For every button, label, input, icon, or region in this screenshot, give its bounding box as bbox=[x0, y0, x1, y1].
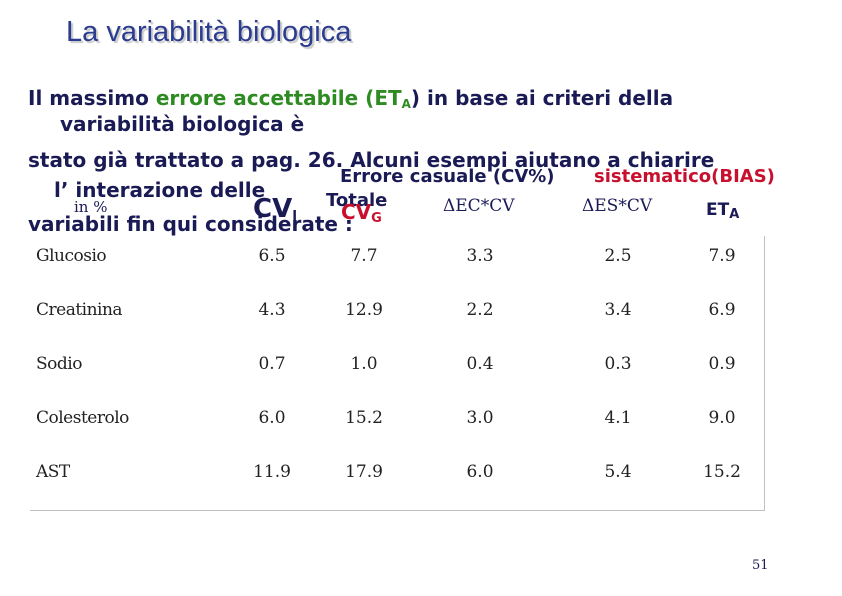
intro-line-5: variabili fin qui considerate : bbox=[28, 212, 353, 236]
cell-cvi: 6.0 bbox=[258, 408, 286, 428]
cell-delta-ec: 3.0 bbox=[466, 408, 494, 428]
cell-eta: 15.2 bbox=[703, 462, 741, 482]
header-random-error: Errore casuale (CV%) bbox=[340, 166, 555, 187]
cell-delta-ec: 6.0 bbox=[466, 462, 494, 482]
header-in-percent: in % bbox=[74, 198, 108, 216]
header-eta-label: ET bbox=[706, 200, 730, 220]
header-cvg-sub: G bbox=[371, 211, 382, 226]
header-cvi-label: CV bbox=[253, 194, 293, 224]
header-eta-sub: A bbox=[729, 207, 740, 222]
header-systematic-error: sistematico(BIAS) bbox=[594, 166, 775, 187]
cell-cvi: 6.5 bbox=[258, 246, 286, 266]
row-name: Sodio bbox=[36, 354, 82, 374]
cell-delta-es: 2.5 bbox=[604, 246, 632, 266]
table-row: Colesterolo 6.0 15.2 3.0 4.1 9.0 bbox=[30, 398, 764, 452]
cell-eta: 7.9 bbox=[708, 246, 736, 266]
row-name: Creatinina bbox=[36, 300, 123, 320]
accept-error-label: errore accettabile (ET bbox=[155, 86, 402, 110]
table-row: Glucosio 6.5 7.7 3.3 2.5 7.9 bbox=[30, 236, 764, 290]
cell-cvi: 11.9 bbox=[253, 462, 291, 482]
table-row: AST 11.9 17.9 6.0 5.4 15.2 bbox=[30, 452, 764, 506]
header-delta-ec: ΔEC*CV bbox=[443, 196, 515, 216]
cell-delta-es: 5.4 bbox=[604, 462, 632, 482]
table-row: Sodio 0.7 1.0 0.4 0.3 0.9 bbox=[30, 344, 764, 398]
intro-line-1: Il massimo errore accettabile (ETA) in b… bbox=[28, 86, 673, 111]
cell-delta-ec: 2.2 bbox=[466, 300, 494, 320]
intro-line-2: variabilità biologica è bbox=[60, 112, 305, 136]
cell-delta-es: 3.4 bbox=[604, 300, 632, 320]
cell-cvg: 12.9 bbox=[345, 300, 383, 320]
cell-cvi: 4.3 bbox=[258, 300, 286, 320]
cell-delta-es: 0.3 bbox=[604, 354, 632, 374]
header-eta: ETA bbox=[706, 200, 739, 222]
intro-line-4: l’ interazione delle bbox=[54, 178, 266, 202]
row-name: Glucosio bbox=[36, 246, 107, 266]
header-delta-es: ΔES*CV bbox=[582, 196, 653, 216]
accept-error-term: errore accettabile (ETA bbox=[155, 86, 411, 111]
cell-eta: 0.9 bbox=[708, 354, 736, 374]
header-total: Totale bbox=[326, 190, 388, 211]
table-bottom-border bbox=[30, 510, 765, 511]
header-cvi-sub: I bbox=[292, 209, 298, 224]
cell-delta-ec: 3.3 bbox=[466, 246, 494, 266]
cell-delta-es: 4.1 bbox=[604, 408, 632, 428]
row-name: Colesterolo bbox=[36, 408, 129, 428]
intro-line-1-start: Il massimo bbox=[28, 86, 156, 110]
cell-cvg: 1.0 bbox=[350, 354, 378, 374]
intro-line-3: stato già trattato a pag. 26. Alcuni ese… bbox=[28, 148, 715, 172]
table-right-border bbox=[764, 236, 765, 510]
intro-line-1-end: ) in base ai criteri della bbox=[410, 86, 674, 110]
cell-eta: 6.9 bbox=[708, 300, 736, 320]
page-number: 51 bbox=[752, 558, 769, 573]
cell-cvg: 15.2 bbox=[345, 408, 383, 428]
header-cvg-label: CV bbox=[341, 200, 372, 224]
cell-cvg: 7.7 bbox=[350, 246, 378, 266]
slide-title: La variabilità biologica bbox=[66, 16, 352, 48]
accept-error-sub: A bbox=[401, 97, 411, 111]
cell-cvi: 0.7 bbox=[258, 354, 286, 374]
table-row: Creatinina 4.3 12.9 2.2 3.4 6.9 bbox=[30, 290, 764, 344]
header-cvi: CVI bbox=[253, 194, 297, 224]
data-table: Glucosio 6.5 7.7 3.3 2.5 7.9 Creatinina … bbox=[30, 236, 765, 511]
header-cvg: CVG bbox=[341, 200, 382, 226]
row-name: AST bbox=[36, 462, 70, 482]
cell-cvg: 17.9 bbox=[345, 462, 383, 482]
cell-delta-ec: 0.4 bbox=[466, 354, 494, 374]
cell-eta: 9.0 bbox=[708, 408, 736, 428]
